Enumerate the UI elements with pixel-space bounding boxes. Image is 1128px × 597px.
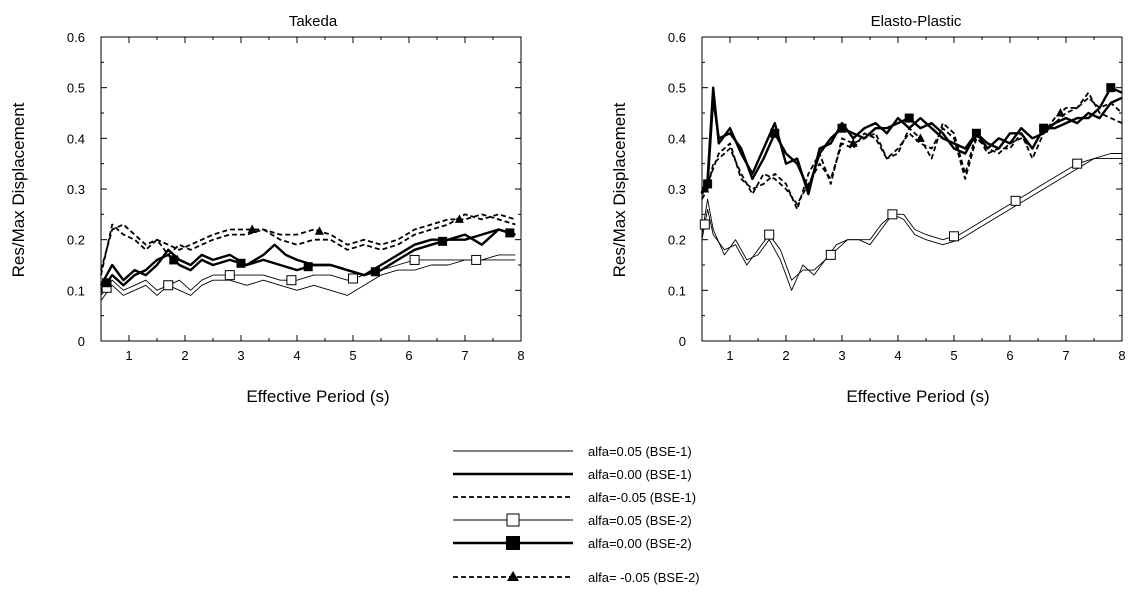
plot-frame (100, 36, 522, 342)
series-line-2 (99, 228, 516, 286)
y-tick-label: 0.5 (668, 81, 686, 96)
marker-open-square (348, 273, 358, 284)
chart-panel-takeda: Takeda Effective Period (s) Res/Max Disp… (9, 13, 525, 406)
x-tick-label: 5 (950, 348, 957, 363)
legend-label-alfa-minus0.05-bse-2: alfa= -0.05 (BSE-2) (588, 570, 700, 585)
series-line-3 (701, 91, 1123, 206)
series-line-6 (100, 213, 516, 271)
x-tick-label: 7 (461, 348, 468, 363)
marker-filled-triangle (314, 226, 324, 235)
marker-filled-triangle (848, 138, 858, 147)
y-tick-label: 0 (679, 334, 686, 349)
marker-open-square (1010, 195, 1021, 206)
series-line-3 (100, 213, 516, 276)
y-axis-label: Res/Max Displacement (9, 102, 28, 277)
x-tick-label: 7 (1062, 348, 1069, 363)
legend-label-alfa-0.00-bse-1: alfa=0.00 (BSE-1) (588, 467, 692, 482)
marker-filled-triangle (700, 184, 710, 193)
marker-filled-square (1106, 83, 1116, 93)
legend-label-alfa-minus0.05-bse-1: alfa=-0.05 (BSE-1) (588, 490, 696, 505)
marker-open-square (163, 280, 174, 291)
series-line-2 (700, 86, 1123, 196)
plot-frame (701, 36, 1123, 342)
marker-filled-square (303, 262, 313, 272)
series-line-1 (100, 259, 516, 301)
marker-open-square (1072, 158, 1083, 169)
marker-filled-square (505, 228, 515, 238)
y-tick-label: 0.1 (67, 283, 85, 298)
marker-filled-triangle (1055, 108, 1065, 117)
marker-open-square (699, 219, 710, 230)
legend-marker-filled-triangle (507, 571, 519, 581)
y-tick-label: 0.3 (67, 182, 85, 197)
y-tick-label: 0.6 (67, 30, 85, 45)
x-tick-label: 1 (726, 348, 733, 363)
marker-open-square (949, 231, 959, 242)
marker-open-square (224, 270, 235, 281)
y-tick-label: 0.4 (668, 131, 686, 146)
x-tick-label: 3 (237, 348, 244, 363)
marker-filled-square (837, 123, 847, 133)
x-tick-label: 8 (1118, 348, 1125, 363)
chart-title: Elasto-Plastic (871, 13, 962, 30)
series-line-6 (701, 96, 1123, 211)
y-tick-label: 0.3 (668, 182, 686, 197)
y-axis-label: Res/Max Displacement (610, 102, 629, 277)
marker-open-square (764, 229, 775, 240)
marker-filled-square (770, 128, 780, 138)
marker-filled-square (703, 179, 713, 189)
marker-filled-square (169, 255, 179, 265)
y-tick-label: 0.2 (67, 233, 85, 248)
legend-label-alfa-0.05-bse-2: alfa=0.05 (BSE-2) (588, 513, 692, 528)
x-tick-label: 2 (782, 348, 789, 363)
x-tick-label: 6 (405, 348, 412, 363)
marker-open-square (471, 254, 482, 265)
y-tick-label: 0.4 (67, 131, 85, 146)
marker-filled-triangle (247, 224, 257, 234)
series-line-1 (701, 158, 1122, 291)
legend-marker-filled-square (506, 536, 520, 550)
y-tick-label: 0.5 (67, 81, 85, 96)
x-tick-label: 1 (125, 348, 132, 363)
chart-panel-elasto-plastic: Elasto-Plastic Effective Period (s) Res/… (610, 13, 1126, 406)
marker-filled-square (370, 267, 380, 277)
marker-filled-square (438, 236, 448, 246)
x-tick-label: 5 (349, 348, 356, 363)
y-tick-label: 0 (78, 334, 85, 349)
series-line-4 (100, 254, 516, 296)
series-line-5 (701, 86, 1123, 191)
series-line-4 (701, 153, 1122, 281)
x-tick-label: 8 (517, 348, 524, 363)
marker-filled-triangle (915, 133, 925, 142)
legend-marker-open-square (506, 513, 520, 527)
x-tick-label: 4 (293, 348, 300, 363)
marker-filled-square (236, 258, 246, 268)
marker-filled-square (1039, 123, 1049, 133)
x-tick-label: 6 (1006, 348, 1013, 363)
x-tick-label: 4 (894, 348, 901, 363)
legend-label-alfa-0.00-bse-2: alfa=0.00 (BSE-2) (588, 536, 692, 551)
legend-label-alfa-0.05-bse-1: alfa=0.05 (BSE-1) (588, 444, 692, 459)
marker-filled-square (971, 128, 981, 138)
x-tick-label: 2 (181, 348, 188, 363)
marker-open-square (887, 209, 898, 220)
x-tick-label: 3 (838, 348, 845, 363)
chart-title: Takeda (289, 13, 338, 30)
marker-open-square (825, 249, 836, 260)
marker-filled-square (102, 278, 112, 288)
x-axis-label: Effective Period (s) (846, 387, 989, 406)
marker-filled-square (904, 113, 914, 123)
y-tick-label: 0.2 (668, 233, 686, 248)
marker-filled-triangle (454, 214, 464, 223)
y-tick-label: 0.1 (668, 283, 686, 298)
marker-open-square (286, 275, 297, 286)
series-line-5 (100, 228, 516, 292)
legend: alfa=0.05 (BSE-1) alfa=0.00 (BSE-1) alfa… (453, 444, 700, 585)
marker-open-square (409, 254, 420, 265)
x-axis-label: Effective Period (s) (246, 387, 389, 406)
y-tick-label: 0.6 (668, 30, 686, 45)
